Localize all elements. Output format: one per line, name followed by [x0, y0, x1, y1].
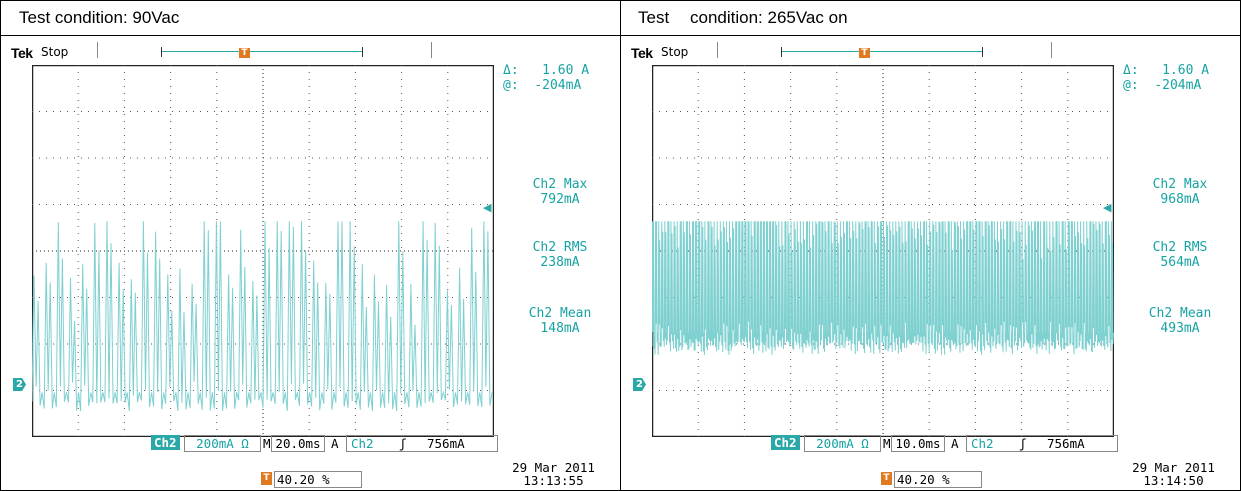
toolbar-separator [717, 42, 718, 58]
trigger-level: 756mA [427, 436, 465, 451]
delta-label: Δ: [503, 63, 519, 78]
trigger-level-arrow-icon[interactable]: ◀ [483, 201, 492, 214]
cursor-readout: Δ: 1.60 A [503, 63, 589, 78]
rms-label: Ch2 RMS [532, 240, 588, 255]
measurement-mean: Ch2 Mean 493mA [1121, 306, 1239, 336]
toolbar-separator [1051, 42, 1052, 58]
cursor-position-readout: @: -204mA [503, 78, 581, 93]
measurement-max: Ch2 Max 792mA [501, 177, 619, 207]
vertical-scale[interactable]: 200mA Ω [804, 435, 881, 452]
trigger-settings[interactable]: Ch2 ʃ 756mA [346, 435, 498, 452]
timestamp: 29 Mar 2011 13:14:50 [1111, 461, 1236, 487]
timebase-value[interactable]: 20.0ms [271, 435, 325, 452]
settings-bar: Ch2 200mA Ω M 20.0ms A Ch2 ʃ 756mA [151, 435, 501, 452]
rms-value: 238mA [540, 255, 580, 270]
date-text: 29 Mar 2011 [1132, 460, 1215, 475]
trigger-level-arrow-icon[interactable]: ◀ [1103, 201, 1112, 214]
trigger-settings[interactable]: Ch2 ʃ 756mA [966, 435, 1118, 452]
measurement-mean: Ch2 Mean 148mA [501, 306, 619, 336]
max-value: 792mA [540, 192, 580, 207]
left-condition-title: Test condition: 90Vac [19, 8, 180, 27]
trigger-level: 756mA [1047, 436, 1085, 451]
ch2-waveform-trace [32, 221, 493, 412]
scope-panel-265vac: Tek Stop T T 2 ◀ Δ: 1.60 A @: -204mA Ch2… [621, 36, 1239, 490]
time-text: 13:13:55 [523, 473, 584, 488]
tek-logo: Tek [631, 45, 653, 61]
mean-value: 493mA [1160, 321, 1200, 336]
mean-value: 148mA [540, 321, 580, 336]
column-divider [620, 1, 621, 490]
trigger-position-box-icon: T [881, 472, 892, 485]
right-condition-word: Test [638, 8, 670, 27]
at-label: @: [503, 78, 519, 93]
max-label: Ch2 Max [532, 177, 588, 192]
rms-label: Ch2 RMS [1152, 240, 1208, 255]
at-value: -204mA [534, 78, 582, 93]
timebase-label: M [883, 436, 891, 451]
acquisition-state: Stop [661, 45, 689, 59]
waveform-screen [32, 65, 494, 437]
date-text: 29 Mar 2011 [512, 460, 595, 475]
right-condition-title: condition: 265Vac on [690, 8, 848, 27]
toolbar-separator [431, 42, 432, 58]
trigger-slope-icon: ʃ [1019, 436, 1027, 451]
trigger-slope-icon: ʃ [399, 436, 407, 451]
at-label: @: [1123, 78, 1139, 93]
channel-2-tag[interactable]: Ch2 [771, 435, 800, 450]
trigger-position-box-icon: T [261, 472, 272, 485]
toolbar-separator [97, 42, 98, 58]
rms-value: 564mA [1160, 255, 1200, 270]
max-label: Ch2 Max [1152, 177, 1208, 192]
channel-2-ground-marker[interactable]: 2 [13, 378, 26, 391]
trigger-source: Ch2 [971, 436, 994, 451]
trigger-mode: A [951, 436, 959, 451]
acquisition-state: Stop [41, 45, 69, 59]
cursor-readout: Δ: 1.60 A [1123, 63, 1209, 78]
waveform-screen [652, 65, 1114, 437]
max-value: 968mA [1160, 192, 1200, 207]
measurement-rms: Ch2 RMS 564mA [1121, 240, 1239, 270]
timestamp: 29 Mar 2011 13:13:55 [491, 461, 616, 487]
mean-label: Ch2 Mean [528, 306, 592, 321]
trigger-position-percent[interactable]: 40.20 % [894, 471, 982, 488]
trigger-position-percent[interactable]: 40.20 % [274, 471, 362, 488]
channel-2-ground-marker[interactable]: 2 [633, 378, 646, 391]
mean-label: Ch2 Mean [1148, 306, 1212, 321]
delta-value: 1.60 A [1162, 63, 1210, 78]
record-view-bar[interactable] [161, 47, 363, 57]
record-view-bar[interactable] [781, 47, 983, 57]
vertical-scale[interactable]: 200mA Ω [184, 435, 261, 452]
ch2-waveform-trace [652, 221, 1114, 356]
trigger-source: Ch2 [351, 436, 374, 451]
channel-2-tag[interactable]: Ch2 [151, 435, 180, 450]
at-value: -204mA [1154, 78, 1202, 93]
trigger-mode: A [331, 436, 339, 451]
scope-panel-90vac: Tek Stop T T 2 ◀ Δ: 1.60 A @: -204mA Ch2… [1, 36, 619, 490]
timebase-value[interactable]: 10.0ms [891, 435, 945, 452]
settings-bar: Ch2 200mA Ω M 10.0ms A Ch2 ʃ 756mA [771, 435, 1121, 452]
tek-logo: Tek [11, 45, 33, 61]
measurement-rms: Ch2 RMS 238mA [501, 240, 619, 270]
timebase-label: M [263, 436, 271, 451]
delta-value: 1.60 A [542, 63, 590, 78]
record-trigger-icon: T [859, 48, 870, 58]
record-trigger-icon: T [239, 48, 250, 58]
measurement-max: Ch2 Max 968mA [1121, 177, 1239, 207]
delta-label: Δ: [1123, 63, 1139, 78]
time-text: 13:14:50 [1143, 473, 1204, 488]
cursor-position-readout: @: -204mA [1123, 78, 1201, 93]
